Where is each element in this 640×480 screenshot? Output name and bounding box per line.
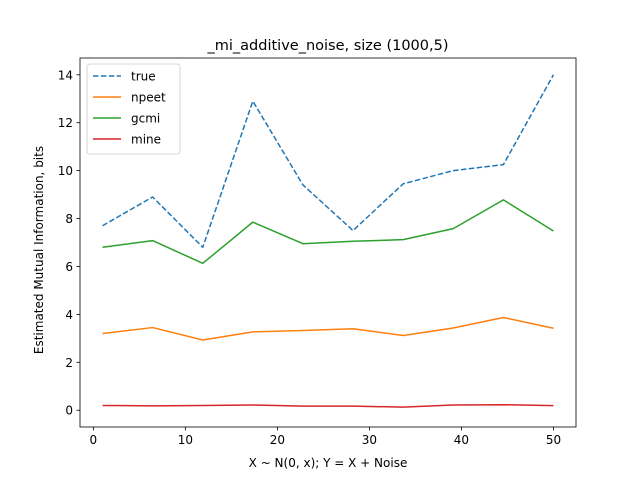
y-tick-label: 4 bbox=[65, 308, 73, 322]
x-tick-label: 30 bbox=[362, 433, 377, 447]
series-line-mine bbox=[102, 403, 554, 408]
x-tick-label: 20 bbox=[270, 433, 285, 447]
x-tick-label: 40 bbox=[454, 433, 469, 447]
y-tick-label: 14 bbox=[58, 68, 73, 82]
legend: true npeet gcmi mine bbox=[86, 63, 181, 155]
y-tick-label: 10 bbox=[58, 164, 73, 178]
axes-frame bbox=[79, 57, 577, 428]
x-tick-label: 10 bbox=[178, 433, 193, 447]
x-axis-label: X ~ N(0, x); Y = X + Noise bbox=[249, 456, 408, 470]
series-line-true bbox=[102, 74, 555, 249]
y-axis-label: Estimated Mutual Information, bits bbox=[32, 146, 46, 354]
x-tick-label: 0 bbox=[90, 433, 98, 447]
legend-label-true: true bbox=[131, 70, 156, 84]
legend-label-mine: mine bbox=[131, 133, 161, 147]
series-line-gcmi bbox=[102, 199, 554, 265]
y-tick-label: 8 bbox=[65, 212, 73, 226]
y-tick-label: 12 bbox=[58, 116, 73, 130]
legend-label-gcmi: gcmi bbox=[131, 112, 160, 126]
legend-label-npeet: npeet bbox=[131, 91, 166, 105]
chart-title: _mi_additive_noise, size (1000,5) bbox=[207, 38, 449, 54]
x-tick-label: 50 bbox=[546, 433, 561, 447]
y-tick-label: 0 bbox=[65, 404, 73, 418]
y-tick-label: 2 bbox=[65, 356, 73, 370]
plot-area: 0 10 20 30 40 50 0 2 4 6 8 10 12 14 bbox=[58, 57, 577, 447]
legend-box bbox=[86, 63, 181, 155]
y-tick-label: 6 bbox=[65, 260, 73, 274]
series-line-npeet bbox=[102, 316, 554, 341]
